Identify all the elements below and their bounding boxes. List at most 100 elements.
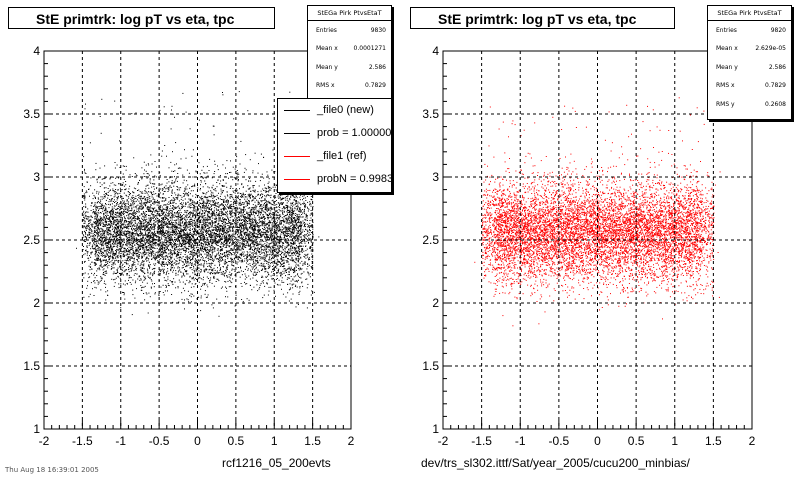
scatter-point bbox=[207, 175, 209, 177]
scatter-point bbox=[275, 227, 277, 229]
scatter-point bbox=[117, 276, 119, 278]
scatter-point bbox=[185, 241, 187, 242]
scatter-point bbox=[210, 249, 212, 251]
scatter-point bbox=[93, 195, 95, 197]
scatter-point bbox=[110, 225, 112, 227]
scatter-point bbox=[210, 239, 212, 241]
scatter-point bbox=[268, 178, 270, 180]
scatter-point bbox=[232, 242, 234, 243]
scatter-point bbox=[207, 237, 209, 239]
scatter-point bbox=[289, 217, 291, 219]
scatter-point bbox=[280, 263, 282, 265]
scatter-point bbox=[192, 212, 194, 214]
scatter-point bbox=[285, 222, 287, 224]
scatter-point bbox=[300, 233, 302, 235]
scatter-point bbox=[250, 243, 251, 245]
scatter-point bbox=[193, 249, 195, 250]
scatter-point bbox=[222, 218, 224, 220]
scatter-point bbox=[248, 201, 250, 203]
scatter-point bbox=[129, 249, 131, 251]
scatter-point bbox=[125, 165, 127, 167]
scatter-point bbox=[105, 299, 107, 301]
scatter-point bbox=[183, 243, 184, 245]
scatter-point bbox=[195, 231, 197, 232]
scatter-point bbox=[94, 189, 96, 191]
scatter-point bbox=[256, 273, 258, 275]
scatter-point bbox=[210, 232, 212, 234]
scatter-point bbox=[208, 204, 209, 206]
scatter-point bbox=[172, 250, 174, 252]
scatter-point bbox=[285, 235, 287, 237]
scatter-point bbox=[94, 213, 95, 215]
scatter-point bbox=[229, 238, 231, 240]
scatter-point bbox=[133, 255, 135, 257]
scatter-point bbox=[258, 230, 260, 232]
scatter-point bbox=[306, 216, 308, 218]
scatter-point bbox=[206, 248, 208, 250]
scatter-point bbox=[236, 222, 238, 224]
scatter-point bbox=[198, 236, 200, 237]
scatter-point bbox=[216, 230, 218, 232]
scatter-point bbox=[195, 171, 197, 173]
scatter-point bbox=[287, 212, 289, 213]
scatter-point bbox=[176, 245, 177, 247]
scatter-point bbox=[288, 233, 290, 234]
scatter-point bbox=[148, 222, 150, 224]
scatter-point bbox=[96, 270, 98, 272]
scatter-point bbox=[128, 242, 130, 244]
scatter-point bbox=[193, 269, 195, 271]
scatter-point bbox=[273, 243, 274, 245]
scatter-point bbox=[107, 243, 109, 245]
scatter-point bbox=[118, 260, 120, 262]
scatter-point bbox=[211, 231, 213, 233]
scatter-point bbox=[224, 206, 225, 207]
scatter-point bbox=[175, 264, 177, 266]
scatter-point bbox=[255, 237, 257, 239]
scatter-point bbox=[166, 203, 168, 205]
scatter-point bbox=[172, 226, 174, 228]
scatter-point bbox=[156, 232, 158, 234]
scatter-point bbox=[292, 223, 294, 225]
scatter-point bbox=[229, 279, 231, 281]
scatter-point bbox=[138, 208, 140, 210]
scatter-point bbox=[211, 200, 213, 202]
scatter-point bbox=[110, 224, 112, 226]
scatter-point bbox=[248, 238, 249, 240]
scatter-point bbox=[149, 237, 151, 239]
scatter-point bbox=[170, 250, 172, 252]
scatter-point bbox=[213, 194, 215, 196]
scatter-point bbox=[241, 216, 243, 218]
scatter-point bbox=[264, 265, 266, 267]
scatter-point bbox=[191, 264, 192, 266]
scatter-point bbox=[125, 250, 127, 252]
scatter-point bbox=[247, 110, 249, 112]
scatter-point bbox=[200, 207, 202, 209]
scatter-point bbox=[249, 237, 251, 239]
scatter-point bbox=[139, 191, 141, 193]
scatter-point bbox=[150, 255, 152, 257]
scatter-point bbox=[167, 219, 169, 221]
scatter-point bbox=[166, 233, 167, 235]
scatter-point bbox=[292, 243, 294, 245]
scatter-point bbox=[112, 213, 113, 215]
scatter-point bbox=[110, 182, 112, 184]
scatter-point bbox=[247, 252, 249, 254]
scatter-point bbox=[226, 201, 228, 203]
scatter-point bbox=[175, 179, 177, 181]
scatter-point bbox=[225, 234, 227, 236]
scatter-point bbox=[198, 245, 200, 246]
scatter-point bbox=[263, 282, 264, 284]
scatter-point bbox=[275, 249, 277, 251]
scatter-point bbox=[215, 241, 217, 243]
scatter-point bbox=[216, 210, 218, 212]
scatter-point bbox=[299, 216, 301, 218]
scatter-point bbox=[104, 256, 106, 258]
scatter-point bbox=[181, 222, 183, 224]
scatter-point bbox=[203, 222, 205, 224]
scatter-point bbox=[145, 199, 147, 201]
scatter-point bbox=[195, 264, 197, 266]
scatter-point bbox=[299, 215, 301, 217]
scatter-point bbox=[287, 244, 289, 246]
scatter-point bbox=[213, 229, 215, 231]
scatter-point bbox=[119, 264, 121, 266]
